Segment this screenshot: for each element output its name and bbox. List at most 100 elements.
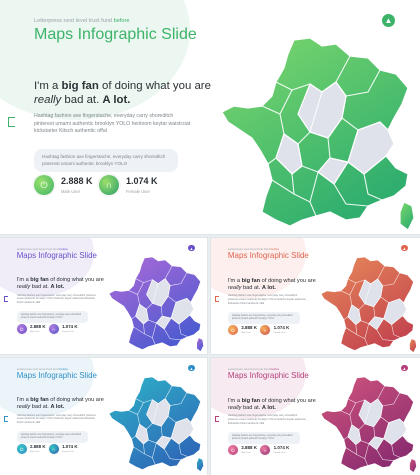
power-icon: ⏻ [227,325,238,336]
stat-label: Female User [62,331,74,334]
map-region-border [275,55,351,93]
map-region-border [376,329,395,341]
magnet-icon: ∩ [260,325,271,336]
power-icon: ⏻ [16,444,27,455]
stat-value: 2.888 K [241,325,257,331]
map-region-border [346,327,358,335]
side-marker [3,415,8,422]
eyebrow-main: Letterpress next level trust fund [16,246,60,251]
stat-female: ∩ 1.074 K Female User [260,325,290,336]
map-region-border [341,282,357,296]
map-wrapper [319,255,419,354]
stat-value: 1.074 K [126,175,158,186]
eyebrow-highlight: before [59,366,68,371]
eyebrow-text: Letterpress next level trust fund before [17,247,68,251]
map-region-border [364,458,369,466]
map-region-border [380,405,405,423]
headline-text: bad at. [61,93,103,106]
map-region-border [164,448,182,460]
slide-title: Maps Infographic Slide [16,370,97,380]
power-icon: ⏻ [227,445,238,456]
map-corsica [409,338,418,353]
headline-emphasis: big fan [30,277,49,284]
map-region-border [375,422,390,439]
map-region-border [152,457,156,465]
map-region-border [344,304,353,320]
slide-card: Letterpress next level trust fund before… [211,238,420,354]
power-icon: ⏻ [16,324,27,335]
stat-value: 1.074 K [62,444,78,450]
map-region-border [363,173,383,201]
stat-label: Female User [273,452,286,455]
headline-italic: really [227,404,242,411]
stat-female: ∩ 1.074 K Female User [99,175,158,195]
stat-text: 2.888 K Male User [61,175,93,194]
headline-text: I'm a [16,397,31,404]
map-region-border [165,272,188,286]
map-region-border [135,265,173,284]
stat-value: 2.888 K [61,175,93,186]
stat-value: 1.074 K [62,324,78,330]
stat-value: 1.074 K [273,445,290,451]
stat-male: ⏻ 2.888 K Male User [16,324,46,335]
map-region-border [143,442,157,458]
headline-text: bad at. [30,404,51,411]
slide-card: Letterpress next level trust fund before… [0,238,207,354]
eyebrow-main: Letterpress next level trust fund [16,366,60,371]
stat-text: 2.888 K Male User [30,444,46,453]
quote-box: Hashtag fashion axe fingerstache, everyd… [227,432,300,444]
body-paragraph: Hashtag fashion axe fingerstache, everyd… [34,113,191,135]
headline-text: of doing what you are [260,397,316,404]
map-wrapper [107,375,206,475]
headline-emphasis: big fan [30,397,49,404]
map-region-border [171,434,191,445]
france-map [321,256,418,353]
map-region-border [129,282,145,295]
map-wrapper [319,375,419,475]
map-region-border [164,328,182,340]
stat-female: ∩ 1.074 K Female User [48,444,78,455]
brand-logo-icon: ▲ [188,364,195,372]
slide-title: Maps Infographic Slide [227,370,309,380]
france-map [221,37,415,231]
headline-text: of doing what you are [48,397,104,404]
stat-male: ⏻ 2.888 K Male User [34,175,93,195]
headline-italic: really [16,284,31,291]
headline-emphasis: A lot. [261,284,276,291]
map-corsica [409,458,418,473]
map-region-border [179,323,189,337]
stat-value: 2.888 K [30,324,46,330]
magnet-icon: ∩ [48,324,59,335]
france-map [108,376,205,472]
map-corsica [196,337,205,352]
stat-text: 1.074 K Female User [273,445,290,455]
map-region-border [346,447,358,455]
stat-label: Male User [61,188,81,194]
brand-logo-icon: ▲ [382,14,395,27]
map-region-border [135,315,150,325]
stat-male: ⏻ 2.888 K Male User [227,325,257,336]
map-region-border [309,201,317,217]
stat-text: 2.888 K Male User [241,445,257,454]
headline-emphasis: A lot. [261,404,276,411]
stat-female: ∩ 1.074 K Female User [48,324,78,335]
map-corsica [399,201,415,231]
stat-text: 2.888 K Male User [241,325,257,334]
stat-text: 1.074 K Female User [62,444,78,453]
eyebrow-highlight: before [270,366,280,371]
brand-logo-icon: ▲ [188,244,195,252]
map-region-border [335,69,381,97]
stat-text: 1.074 K Female User [274,325,290,334]
headline-emphasis: A lot. [50,284,65,291]
headline-text: bad at. [241,404,262,411]
map-region-border [179,443,189,457]
headline-text: I'm a [34,80,62,92]
map-region-border [168,405,192,423]
map-region-border [369,318,385,330]
headline-text: I'm a [16,277,31,284]
slide-title: Maps Infographic Slide [16,250,97,260]
map-region-border [156,317,172,330]
slide-title: Maps Infographic Slide [227,250,309,260]
brand-logo-icon: ▲ [401,364,408,372]
map-region-border [344,424,353,440]
